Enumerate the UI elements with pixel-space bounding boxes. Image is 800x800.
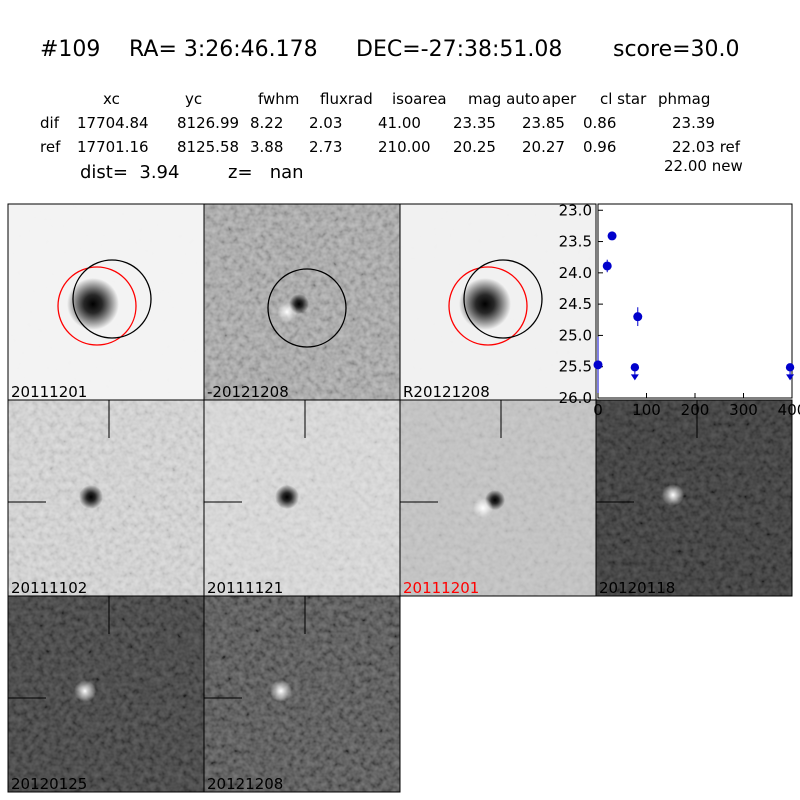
aperture bbox=[267, 268, 347, 348]
stamp: 20120125 bbox=[7, 595, 205, 793]
stamp-label: 20120125 bbox=[11, 775, 87, 793]
stamp-label: R20121208 bbox=[403, 383, 490, 401]
table-cell: 17701.16 bbox=[77, 138, 149, 156]
stamp-label: 20111201 bbox=[403, 579, 479, 597]
stamp: R20121208 bbox=[399, 203, 597, 401]
plot-area bbox=[597, 203, 793, 399]
dec: DEC=-27:38:51.08 bbox=[356, 37, 562, 62]
source bbox=[459, 278, 511, 330]
row-label: dif bbox=[40, 114, 60, 132]
y-tick-label: 23.0 bbox=[559, 201, 592, 219]
aperture bbox=[57, 266, 137, 346]
table-cell: 20.25 bbox=[453, 138, 496, 156]
stamp-frame bbox=[203, 595, 401, 793]
aperture bbox=[448, 266, 528, 346]
source bbox=[79, 485, 103, 509]
stamp: 20111201 bbox=[7, 203, 205, 401]
column-header: phmag bbox=[658, 90, 710, 108]
stamp-noise bbox=[204, 596, 400, 792]
table-cell: 41.00 bbox=[378, 114, 421, 132]
upper-limit bbox=[630, 374, 639, 381]
table-cell: 17704.84 bbox=[77, 114, 149, 132]
column-header: yc bbox=[185, 90, 202, 108]
table-cell: 8.22 bbox=[250, 114, 283, 132]
stamp-label: 20111102 bbox=[11, 579, 87, 597]
source bbox=[662, 484, 684, 506]
aperture bbox=[72, 259, 152, 339]
phmag-note: 22.00 new bbox=[664, 157, 743, 175]
stamp-label: -20121208 bbox=[207, 383, 289, 401]
point bbox=[630, 363, 640, 372]
stamp-label: 20111121 bbox=[207, 579, 283, 597]
ra: RA= 3:26:46.178 bbox=[129, 37, 318, 62]
x-tick-label: 400 bbox=[778, 401, 800, 419]
row-label: ref bbox=[40, 138, 61, 156]
table-cell: 0.96 bbox=[583, 138, 616, 156]
table-cell: 210.00 bbox=[378, 138, 431, 156]
table-cell: 0.86 bbox=[583, 114, 616, 132]
source bbox=[275, 485, 299, 509]
source bbox=[67, 278, 119, 330]
table-cell: 3.88 bbox=[250, 138, 283, 156]
column-header: fluxrad bbox=[320, 90, 373, 108]
stamp-label: 20120118 bbox=[599, 579, 675, 597]
stamp: 20121208 bbox=[203, 595, 401, 793]
stamp-noise bbox=[8, 596, 204, 792]
table-cell: 23.35 bbox=[453, 114, 496, 132]
stamp: 20111102 bbox=[7, 399, 205, 597]
stamp: 20120118 bbox=[595, 399, 793, 597]
table-cell: 20.27 bbox=[522, 138, 565, 156]
column-header: isoarea bbox=[392, 90, 447, 108]
residual bbox=[277, 302, 297, 322]
upper-limit bbox=[786, 374, 795, 381]
aperture bbox=[463, 259, 543, 339]
column-header: xc bbox=[103, 90, 120, 108]
stamp: 20111201 bbox=[399, 399, 597, 597]
source bbox=[74, 680, 96, 702]
redshift: z= nan bbox=[228, 162, 304, 183]
stamp: 20111121 bbox=[203, 399, 401, 597]
x-tick-label: 100 bbox=[632, 401, 661, 419]
source bbox=[270, 680, 292, 702]
table-cell: 2.03 bbox=[309, 114, 342, 132]
y-tick-label: 24.0 bbox=[559, 264, 592, 282]
column-header: mag auto bbox=[468, 90, 540, 108]
stamp-label: 20111201 bbox=[11, 383, 87, 401]
column-header: cl star bbox=[600, 90, 647, 108]
y-tick-label: 26.0 bbox=[559, 389, 592, 407]
y-tick-label: 25.0 bbox=[559, 326, 592, 344]
table-cell: 22.03 ref bbox=[672, 138, 741, 156]
y-tick-label: 25.5 bbox=[559, 358, 592, 376]
stamp-noise bbox=[596, 400, 792, 596]
stamp-noise bbox=[8, 400, 204, 596]
stamp-label: 20121208 bbox=[207, 775, 283, 793]
stamp-frame bbox=[595, 399, 793, 597]
score: score=30.0 bbox=[613, 37, 740, 62]
stamp: -20121208 bbox=[203, 203, 401, 401]
table-cell: 8125.58 bbox=[177, 138, 239, 156]
y-tick-label: 23.5 bbox=[559, 233, 592, 251]
table-cell: 23.39 bbox=[672, 114, 715, 132]
table-cell: 8126.99 bbox=[177, 114, 239, 132]
table-cell: 23.85 bbox=[522, 114, 565, 132]
column-header: fwhm bbox=[258, 90, 299, 108]
point bbox=[785, 363, 795, 372]
x-tick-label: 200 bbox=[681, 401, 710, 419]
stamp-noise bbox=[204, 400, 400, 596]
residual bbox=[473, 498, 493, 518]
candidate-id: #109 bbox=[40, 37, 100, 62]
dist: dist= 3.94 bbox=[80, 162, 179, 183]
x-tick-label: 0 bbox=[593, 401, 603, 419]
x-tick-label: 300 bbox=[729, 401, 758, 419]
table-cell: 2.73 bbox=[309, 138, 342, 156]
column-header: aper bbox=[542, 90, 577, 108]
y-tick-label: 24.5 bbox=[559, 295, 592, 313]
